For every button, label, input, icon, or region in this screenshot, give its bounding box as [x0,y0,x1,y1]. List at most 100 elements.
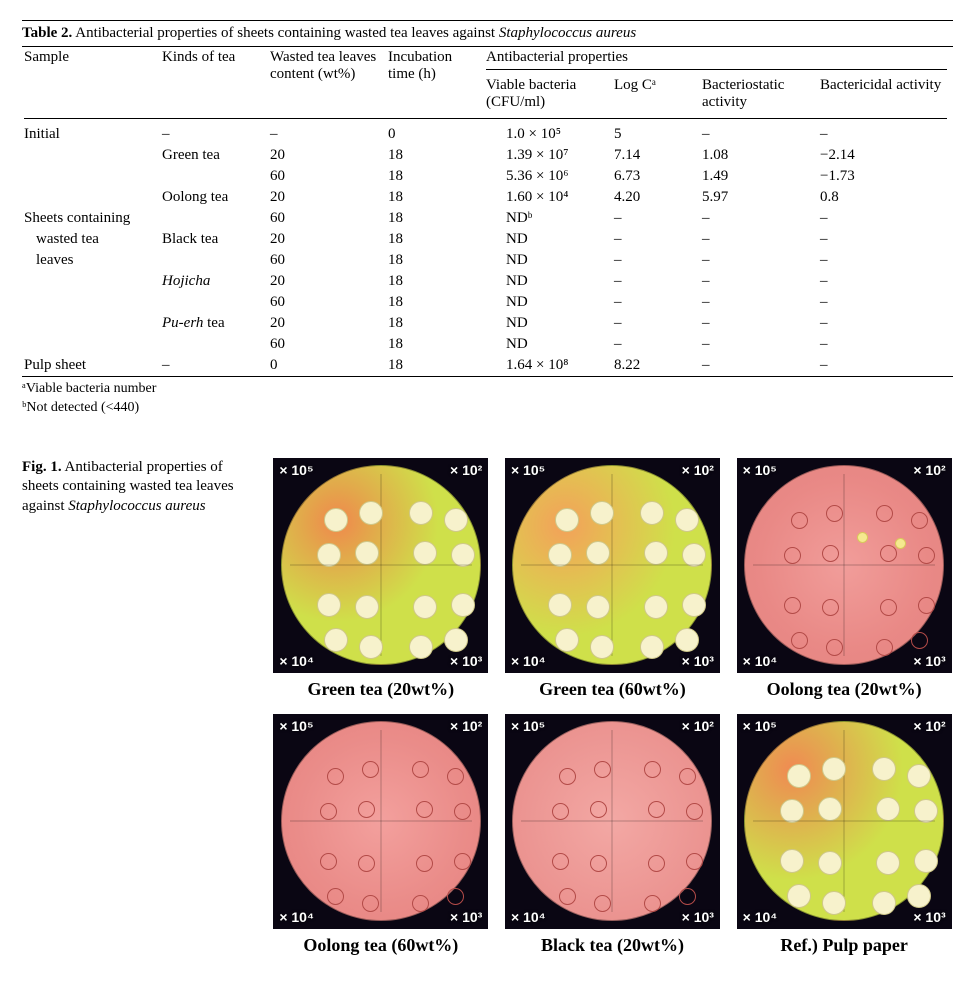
cell-viable: ND [484,229,612,250]
cell-viable: ND [484,334,612,355]
plate-corner-label: × 10² [450,718,482,734]
cell-bs: 1.49 [700,166,818,187]
cell-sample [22,271,160,292]
table-caption: Table 2. Antibacterial properties of she… [22,21,953,46]
figure-caption-label: Fig. 1. [22,459,62,475]
cell-logc: 5 [612,124,700,145]
cell-tea [160,250,268,271]
col-content: Wasted tea leaves content (wt%) [268,47,386,113]
cell-tea: – [160,355,268,376]
cell-bs: 5.97 [700,187,818,208]
cell-bs: – [700,271,818,292]
footnote-b: ᵇNot detected (<440) [22,399,953,418]
table-row: wasted teaBlack tea2018ND––– [22,229,953,250]
cell-content: 60 [268,292,386,313]
cell-sample [22,187,160,208]
plate-label: Oolong tea (60wt%) [303,935,458,956]
plate-corner-label: × 10² [913,718,945,734]
cell-logc: 8.22 [612,355,700,376]
plate-label: Ref.) Pulp paper [780,935,908,956]
cell-logc: 7.14 [612,145,700,166]
cell-logc: – [612,229,700,250]
cell-tea: Green tea [160,145,268,166]
plate-corner-label: × 10² [450,462,482,478]
plate-label: Green tea (60wt%) [539,679,686,700]
cell-viable: ND [484,292,612,313]
cell-content: 20 [268,229,386,250]
figure-caption: Fig. 1. Antibacterial properties of shee… [22,458,272,517]
cell-sample [22,313,160,334]
plate: × 10⁵× 10²× 10⁴× 10³Ref.) Pulp paper [735,714,953,956]
table-row: Sheets containing6018NDᵇ––– [22,208,953,229]
cell-bc: 0.8 [818,187,953,208]
cell-tea: – [160,124,268,145]
cell-bc: – [818,250,953,271]
cell-viable: 1.39 × 10⁷ [484,145,612,166]
col-logc: Log Cᵃ [612,75,700,113]
plate-corner-label: × 10⁵ [279,462,313,478]
col-bcidal: Bactericidal activity [818,75,953,113]
cell-bs: – [700,334,818,355]
cell-tea: Hojicha [160,271,268,292]
cell-sample: wasted tea [22,229,160,250]
cell-logc: – [612,250,700,271]
col-incubation: Incubation time (h) [386,47,484,113]
table-row: leaves6018ND––– [22,250,953,271]
antibacterial-table: Sample Kinds of tea Wasted tea leaves co… [22,47,953,376]
cell-inc: 18 [386,313,484,334]
cell-bc: – [818,292,953,313]
plate-corner-label: × 10² [913,462,945,478]
table-row: Hojicha2018ND––– [22,271,953,292]
cell-sample: leaves [22,250,160,271]
plate-corner-label: × 10³ [913,909,945,925]
table-caption-species: Staphylococcus aureus [499,25,636,41]
plate-corner-label: × 10⁵ [743,462,777,478]
table-row: 6018ND––– [22,334,953,355]
table-body: Initial––01.0 × 10⁵5––Green tea20181.39 … [22,113,953,376]
cell-bc: – [818,355,953,376]
cell-bs: – [700,124,818,145]
cell-logc: – [612,292,700,313]
col-group: Antibacterial properties [484,47,953,75]
plate-corner-label: × 10⁴ [279,909,314,925]
table-caption-label: Table 2. [22,25,72,41]
plate: × 10⁵× 10²× 10⁴× 10³Black tea (20wt%) [504,714,722,956]
table-row: Pu-erh tea2018ND––– [22,313,953,334]
col-kinds: Kinds of tea [160,47,268,113]
cell-bc: −1.73 [818,166,953,187]
cell-viable: 5.36 × 10⁶ [484,166,612,187]
cell-tea [160,292,268,313]
plate-label: Black tea (20wt%) [541,935,684,956]
col-bstatic: Bacteriostatic activity [700,75,818,113]
cell-bs: – [700,313,818,334]
cell-bc: – [818,313,953,334]
cell-bs: – [700,292,818,313]
plate-corner-label: × 10⁵ [511,718,545,734]
cell-inc: 0 [386,124,484,145]
cell-logc: – [612,208,700,229]
plate-corner-label: × 10⁴ [743,653,778,669]
table-row: 60185.36 × 10⁶6.731.49−1.73 [22,166,953,187]
plate-corner-label: × 10⁴ [511,653,546,669]
col-sample: Sample [22,47,160,113]
plate-label: Green tea (20wt%) [308,679,455,700]
plate: × 10⁵× 10²× 10⁴× 10³Oolong tea (20wt%) [735,458,953,700]
cell-inc: 18 [386,355,484,376]
cell-inc: 18 [386,145,484,166]
plate-corner-label: × 10⁴ [279,653,314,669]
plate-corner-label: × 10⁵ [511,462,545,478]
plate-image: × 10⁵× 10²× 10⁴× 10³ [737,458,952,673]
cell-inc: 18 [386,271,484,292]
cell-bs: – [700,355,818,376]
table-row: Pulp sheet–0181.64 × 10⁸8.22–– [22,355,953,376]
cell-logc: – [612,313,700,334]
plate-image: × 10⁵× 10²× 10⁴× 10³ [273,714,488,929]
cell-bs: – [700,250,818,271]
cell-inc: 18 [386,187,484,208]
plate-image: × 10⁵× 10²× 10⁴× 10³ [505,458,720,673]
cell-bs: – [700,229,818,250]
cell-bc: – [818,208,953,229]
table-row: 6018ND––– [22,292,953,313]
cell-viable: 1.64 × 10⁸ [484,355,612,376]
plate: × 10⁵× 10²× 10⁴× 10³Green tea (20wt%) [272,458,490,700]
